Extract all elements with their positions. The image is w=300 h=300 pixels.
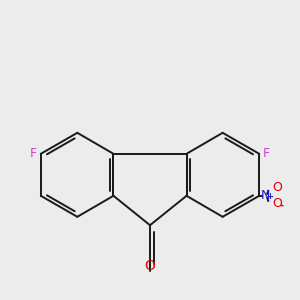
Text: O: O xyxy=(145,260,155,273)
Text: F: F xyxy=(30,147,37,160)
Text: O: O xyxy=(272,181,282,194)
Text: +: + xyxy=(266,192,273,201)
Text: N: N xyxy=(260,189,270,202)
Text: F: F xyxy=(263,147,270,160)
Text: -: - xyxy=(279,201,283,211)
Text: O: O xyxy=(272,197,282,210)
